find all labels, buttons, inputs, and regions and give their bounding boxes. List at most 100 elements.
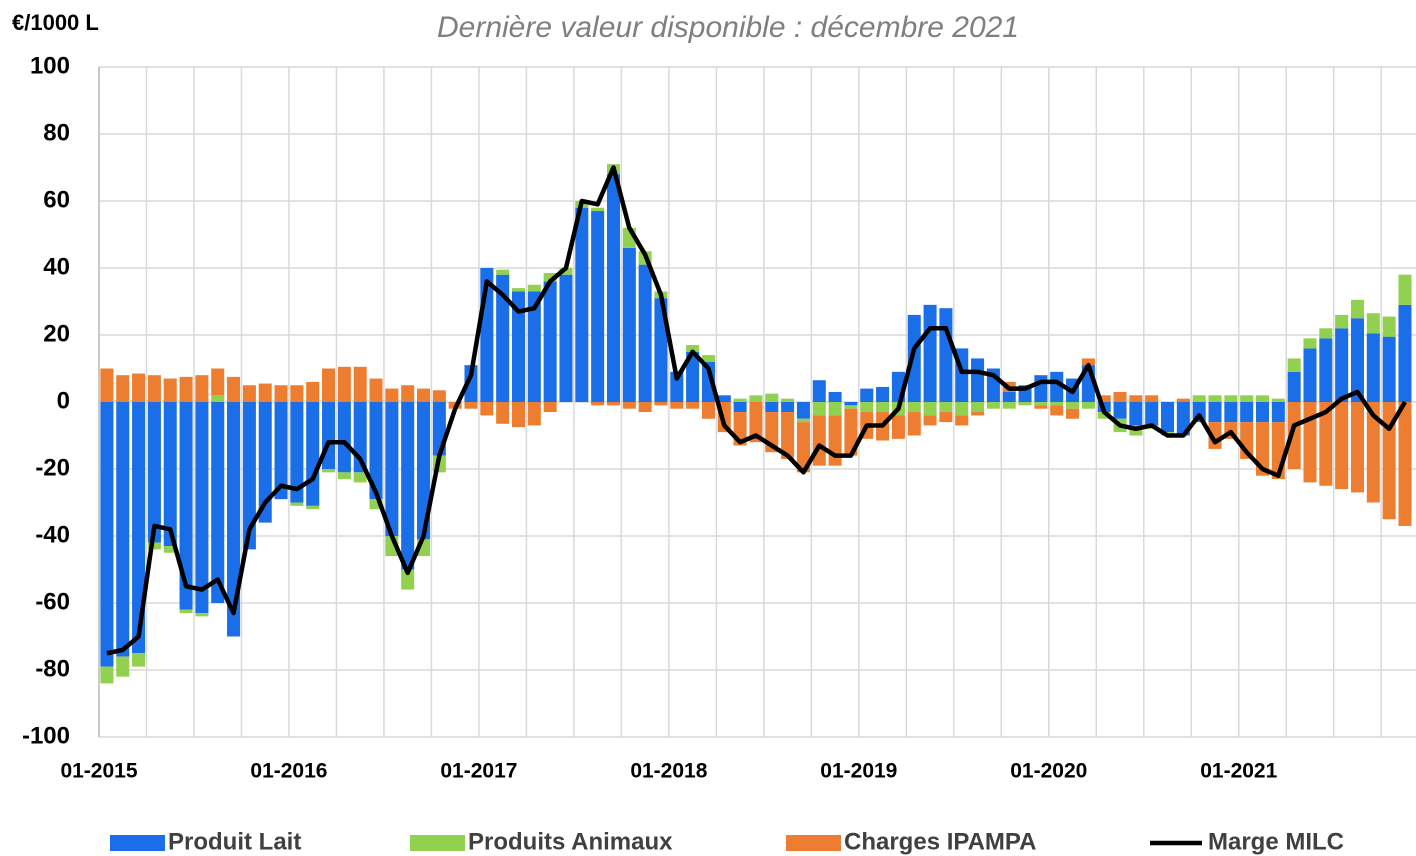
bar-segment — [290, 402, 304, 503]
bar-segment — [496, 269, 510, 275]
bar-segment — [464, 365, 478, 402]
bar-segment — [1050, 405, 1064, 416]
bar-segment — [1255, 402, 1270, 423]
bar-segment — [242, 402, 256, 550]
bar-segment — [1319, 328, 1333, 339]
bar-segment — [496, 274, 510, 402]
x-tick-label: 01-2018 — [630, 760, 707, 783]
bar-segment — [686, 402, 700, 409]
bar-segment — [258, 383, 272, 402]
bar-segment — [844, 402, 858, 406]
bar-segment — [1176, 402, 1190, 436]
bar-segment — [543, 273, 557, 282]
bar-segment — [971, 412, 985, 416]
bar-segment — [1335, 402, 1349, 490]
bar-segment — [1129, 395, 1143, 402]
bar-segment — [385, 388, 399, 402]
bar-segment — [1224, 395, 1238, 402]
bar-segment — [796, 422, 810, 473]
bar-segment — [575, 207, 589, 402]
y-tick-label: 0 — [57, 387, 70, 414]
bar-segment — [1161, 402, 1175, 433]
bar-segment — [971, 358, 985, 402]
bar-segment — [132, 653, 146, 667]
bar-segment — [591, 211, 605, 402]
bar-segment — [1050, 402, 1064, 406]
bar-segment — [401, 569, 415, 590]
bar-segment — [559, 274, 573, 402]
bar-segment — [971, 402, 985, 413]
bar-segment — [828, 391, 842, 402]
bar-segment — [844, 405, 858, 409]
bar-segment — [1335, 328, 1349, 402]
bar-segment — [828, 402, 842, 416]
x-tick-label: 01-2021 — [1200, 760, 1277, 783]
y-tick-label: 20 — [43, 320, 70, 347]
bar-segment — [955, 402, 969, 416]
legend-label: Produit Lait — [168, 828, 301, 855]
bar-segment — [686, 345, 700, 352]
bar-segment — [860, 388, 874, 402]
bar-segment — [796, 418, 810, 423]
bar-segment — [147, 542, 161, 550]
bar-segment — [211, 368, 225, 396]
y-tick-label: 40 — [43, 253, 70, 280]
bar-segment — [1066, 402, 1080, 409]
bar-segment — [543, 281, 557, 402]
bar-segment — [876, 386, 890, 402]
bar-segment — [511, 288, 526, 292]
bar-segment — [670, 371, 684, 402]
bar-segment — [195, 375, 209, 402]
bar-segment — [179, 402, 193, 610]
y-tick-label: 100 — [30, 52, 70, 79]
bar-segment — [306, 381, 320, 402]
bar-segment — [1240, 395, 1254, 402]
bar-segment — [179, 376, 193, 402]
bar-segment — [511, 291, 526, 402]
bar-segment — [147, 402, 161, 543]
bar-segment — [132, 373, 146, 402]
bar-segment — [686, 351, 700, 402]
bar-segment — [591, 402, 605, 406]
bar-segment — [227, 376, 241, 402]
bar-segment — [417, 388, 431, 402]
bar-segment — [306, 505, 320, 510]
bar-segment — [290, 502, 304, 506]
bar-segment — [606, 402, 620, 406]
bar-segment — [828, 415, 842, 466]
bar-segment — [132, 402, 146, 654]
bar-segment — [258, 402, 272, 523]
bar-segment — [1319, 338, 1333, 402]
bar-segment — [1366, 402, 1380, 503]
bar-segment — [1002, 391, 1016, 402]
bar-segment — [860, 402, 874, 413]
bar-segment — [955, 415, 969, 426]
bar-segment — [1176, 398, 1190, 402]
bar-segment — [527, 402, 541, 426]
bar-segment — [163, 546, 177, 553]
bar-segment — [1382, 402, 1396, 520]
bar-segment — [353, 366, 367, 402]
bar-segment — [1366, 313, 1380, 334]
bar-segment — [606, 174, 620, 402]
bar-segment — [907, 314, 921, 402]
bar-segment — [1350, 299, 1364, 319]
bar-segment — [638, 264, 652, 402]
bar-segment — [337, 402, 351, 473]
bar-segment — [337, 472, 351, 480]
bar-segment — [1271, 398, 1285, 402]
bar-segment — [353, 472, 367, 483]
bar-segment — [923, 402, 937, 416]
bar-segment — [432, 390, 446, 402]
bar-segment — [100, 368, 114, 402]
bar-segment — [464, 402, 478, 409]
bar-segment — [796, 402, 810, 419]
bar-segment — [591, 207, 605, 212]
bar-segment — [1287, 358, 1301, 372]
bar-segment — [844, 408, 858, 456]
x-tick-label: 01-2019 — [820, 760, 897, 783]
bar-segment — [527, 291, 541, 402]
bar-segment — [622, 247, 636, 402]
bar-segment — [812, 402, 826, 416]
